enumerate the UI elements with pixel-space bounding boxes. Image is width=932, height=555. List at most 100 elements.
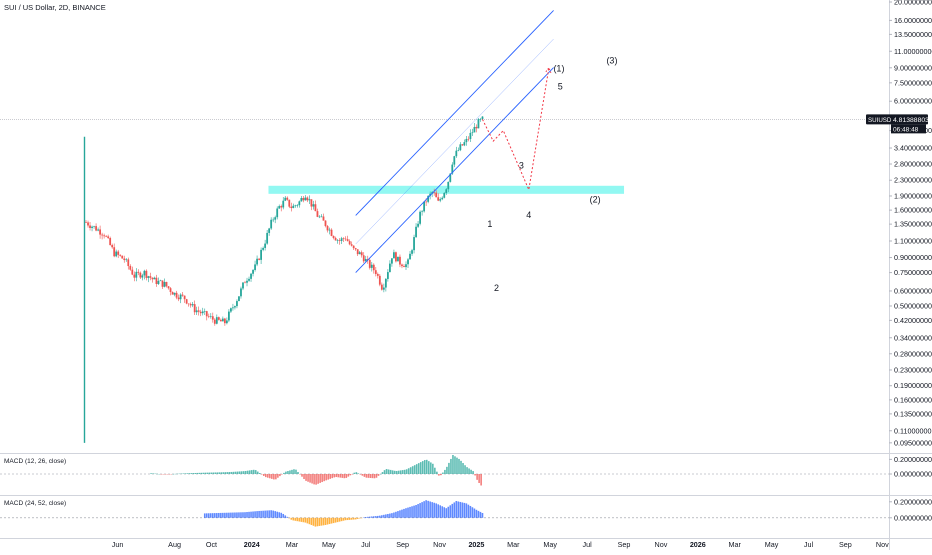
candle-body[interactable] (302, 198, 304, 200)
candle-body[interactable] (351, 244, 353, 245)
candle-body[interactable] (242, 283, 244, 289)
candle-body[interactable] (190, 304, 192, 305)
candle-body[interactable] (188, 304, 190, 305)
candle-body[interactable] (395, 252, 397, 261)
candle-body[interactable] (113, 247, 115, 256)
candle-body[interactable] (148, 276, 150, 278)
candle-body[interactable] (413, 237, 415, 250)
candle-body[interactable] (204, 311, 206, 312)
candle-body[interactable] (103, 235, 105, 236)
candle-body[interactable] (156, 278, 158, 284)
candle-body[interactable] (210, 316, 212, 317)
candle-body[interactable] (208, 316, 210, 317)
candle-body[interactable] (298, 201, 300, 205)
wave-label[interactable]: 4 (526, 210, 531, 220)
candle-body[interactable] (232, 307, 234, 308)
candle-body[interactable] (129, 266, 131, 270)
candle-body[interactable] (266, 233, 268, 244)
candle-body[interactable] (131, 270, 133, 275)
wave-label[interactable]: 3 (519, 161, 524, 171)
candle-body[interactable] (143, 271, 145, 276)
candle-body[interactable] (141, 275, 143, 277)
candle-body[interactable] (105, 236, 107, 237)
candle-body[interactable] (244, 283, 246, 284)
wave-label[interactable]: (2) (590, 195, 601, 205)
candle-body[interactable] (194, 304, 196, 312)
candle-body[interactable] (371, 265, 373, 268)
candle-body[interactable] (133, 275, 135, 278)
candle-body[interactable] (296, 205, 298, 206)
candle-body[interactable] (325, 221, 327, 226)
candle-body[interactable] (260, 250, 262, 260)
candle-body[interactable] (480, 119, 482, 120)
candle-body[interactable] (93, 226, 95, 227)
candle-body[interactable] (224, 319, 226, 324)
candle-body[interactable] (262, 248, 264, 250)
candle-body[interactable] (349, 241, 351, 244)
candle-body[interactable] (292, 206, 294, 208)
candle-body[interactable] (123, 259, 125, 261)
candle-body[interactable] (421, 211, 423, 212)
wave-label[interactable]: 2 (494, 283, 499, 293)
candle-body[interactable] (218, 317, 220, 320)
wave-label[interactable]: (3) (606, 55, 617, 65)
candle-body[interactable] (419, 212, 421, 224)
candle-body[interactable] (385, 279, 387, 288)
candle-body[interactable] (226, 320, 228, 323)
candle-body[interactable] (343, 238, 345, 239)
candle-body[interactable] (445, 189, 447, 193)
candle-body[interactable] (166, 282, 168, 286)
candle-body[interactable] (357, 249, 359, 254)
candle-body[interactable] (206, 311, 208, 316)
candle-body[interactable] (178, 298, 180, 300)
candle-body[interactable] (379, 276, 381, 285)
candle-body[interactable] (238, 296, 240, 301)
candle-body[interactable] (425, 202, 427, 203)
candle-body[interactable] (216, 317, 218, 324)
candle-body[interactable] (280, 206, 282, 207)
candle-body[interactable] (306, 198, 308, 201)
candle-body[interactable] (455, 151, 457, 157)
candle-body[interactable] (137, 272, 139, 273)
candle-body[interactable] (246, 281, 248, 283)
candle-body[interactable] (258, 259, 260, 260)
candle-body[interactable] (317, 211, 319, 217)
candle-body[interactable] (369, 260, 371, 268)
candle-body[interactable] (321, 217, 323, 218)
candle-body[interactable] (95, 226, 97, 230)
candle-body[interactable] (264, 244, 266, 248)
candle-body[interactable] (300, 198, 302, 201)
candle-body[interactable] (87, 222, 89, 225)
candle-body[interactable] (397, 257, 399, 262)
candle-body[interactable] (319, 217, 321, 218)
candle-body[interactable] (228, 312, 230, 321)
candle-body[interactable] (407, 259, 409, 264)
wave-label[interactable]: (1) (553, 64, 564, 74)
candle-body[interactable] (254, 264, 256, 270)
candle-body[interactable] (470, 133, 472, 139)
candle-body[interactable] (304, 198, 306, 201)
candle-body[interactable] (286, 198, 288, 200)
candle-body[interactable] (111, 245, 113, 247)
candle-body[interactable] (145, 271, 147, 278)
candle-body[interactable] (200, 312, 202, 313)
candle-body[interactable] (337, 240, 339, 241)
candle-body[interactable] (278, 206, 280, 208)
candle-body[interactable] (168, 286, 170, 288)
candle-body[interactable] (387, 272, 389, 279)
candle-body[interactable] (465, 139, 467, 142)
candle-body[interactable] (472, 132, 474, 133)
candle-body[interactable] (383, 288, 385, 290)
candle-body[interactable] (252, 270, 254, 274)
candle-body[interactable] (333, 236, 335, 238)
candle-body[interactable] (463, 142, 465, 145)
candle-body[interactable] (309, 199, 311, 200)
candle-body[interactable] (202, 311, 204, 313)
candle-body[interactable] (457, 150, 459, 151)
candle-body[interactable] (288, 200, 290, 207)
candle-body[interactable] (109, 238, 111, 245)
candle-body[interactable] (437, 197, 439, 200)
candle-body[interactable] (345, 239, 347, 240)
candle-body[interactable] (180, 295, 182, 300)
